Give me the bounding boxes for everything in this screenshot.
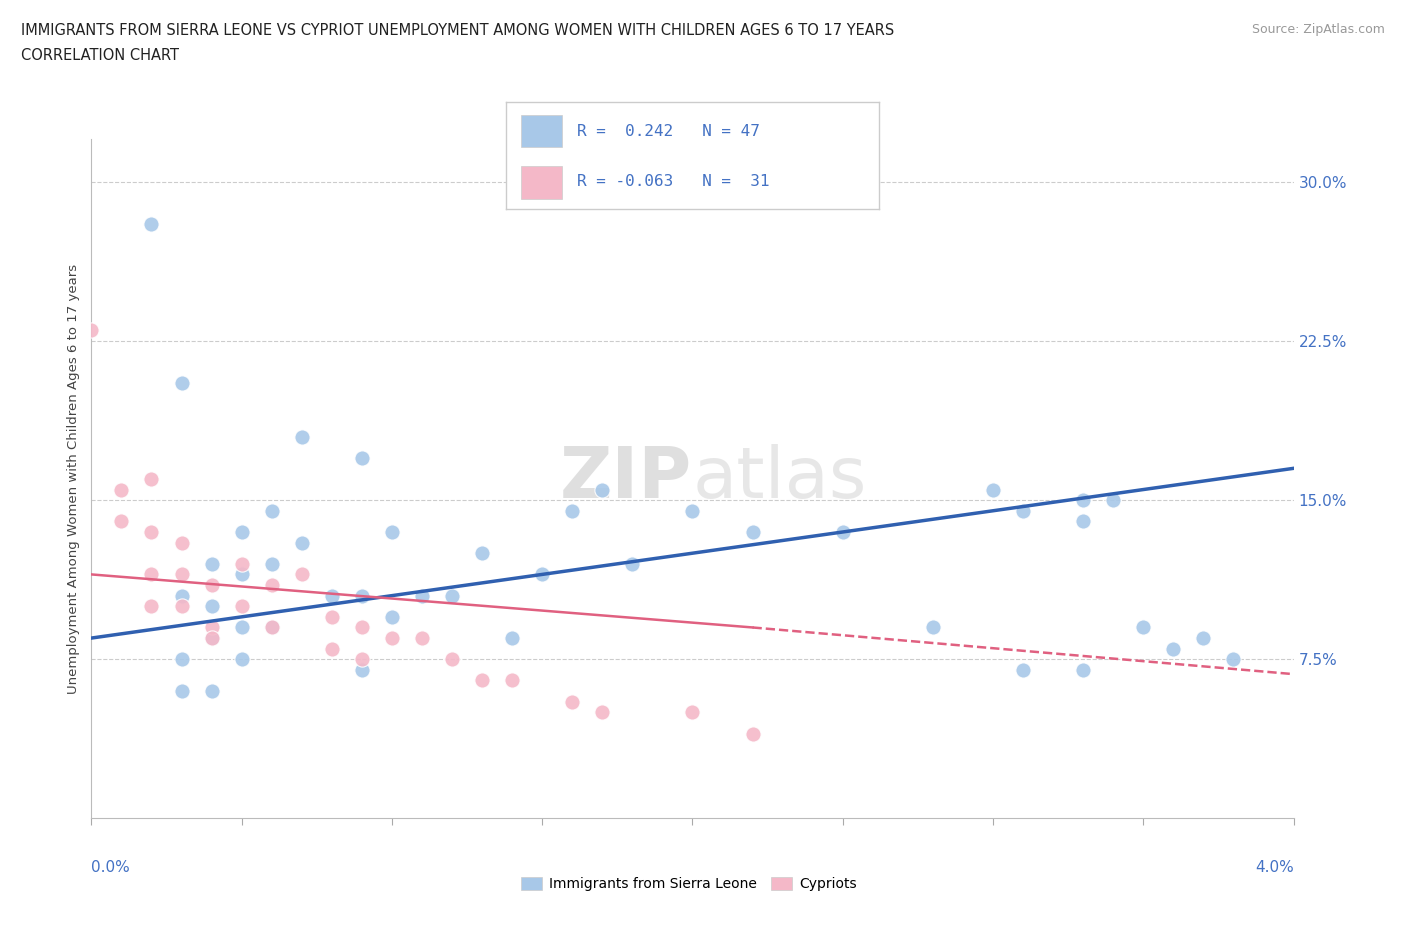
Point [591,482,613,497]
Point [381,609,404,624]
Point [531,567,554,582]
Point [321,609,343,624]
Point [350,662,373,677]
Point [260,578,283,592]
Point [170,567,193,582]
Point [141,217,163,232]
Point [231,556,253,571]
Point [231,567,253,582]
Point [981,482,1004,497]
Point [170,652,193,667]
Text: R =  0.242   N = 47: R = 0.242 N = 47 [576,125,759,140]
Point [260,620,283,635]
Text: 0.0%: 0.0% [91,860,131,875]
Text: IMMIGRANTS FROM SIERRA LEONE VS CYPRIOT UNEMPLOYMENT AMONG WOMEN WITH CHILDREN A: IMMIGRANTS FROM SIERRA LEONE VS CYPRIOT … [21,23,894,38]
Point [141,567,163,582]
Point [260,620,283,635]
Point [741,525,763,539]
Point [501,673,523,688]
Point [321,588,343,603]
Text: atlas: atlas [692,445,868,513]
Text: ZIP: ZIP [560,445,692,513]
Point [231,599,253,614]
Point [621,556,644,571]
Bar [522,115,562,147]
Point [201,578,224,592]
Point [591,705,613,720]
Point [141,525,163,539]
Point [231,525,253,539]
Point [922,620,945,635]
Point [741,726,763,741]
Point [831,525,853,539]
Point [170,684,193,698]
Point [170,535,193,550]
Point [350,450,373,465]
Point [501,631,523,645]
Point [231,652,253,667]
Point [1012,503,1035,518]
Point [411,631,433,645]
Legend: Immigrants from Sierra Leone, Cypriots: Immigrants from Sierra Leone, Cypriots [516,872,862,897]
Point [201,599,224,614]
Point [231,620,253,635]
Point [350,620,373,635]
Point [110,514,132,529]
Point [440,588,463,603]
Point [381,525,404,539]
Point [440,652,463,667]
Point [170,376,193,391]
Point [681,503,703,518]
Point [201,631,224,645]
Point [141,472,163,486]
Y-axis label: Unemployment Among Women with Children Ages 6 to 17 years: Unemployment Among Women with Children A… [67,264,80,694]
Point [291,429,314,444]
Point [110,482,132,497]
Text: CORRELATION CHART: CORRELATION CHART [21,48,179,63]
Point [201,556,224,571]
Bar [522,166,562,199]
Point [1071,662,1094,677]
Point [1102,493,1125,508]
Point [80,323,103,338]
Point [201,684,224,698]
Point [471,673,494,688]
Point [201,620,224,635]
Text: Source: ZipAtlas.com: Source: ZipAtlas.com [1251,23,1385,36]
Point [170,599,193,614]
Point [291,535,314,550]
Point [1161,642,1184,657]
Point [350,588,373,603]
Point [141,599,163,614]
Point [291,567,314,582]
Point [411,588,433,603]
Point [561,503,583,518]
Point [170,588,193,603]
Point [260,503,283,518]
Point [350,652,373,667]
Point [1071,493,1094,508]
Point [1192,631,1215,645]
Point [201,631,224,645]
Point [681,705,703,720]
Point [471,546,494,561]
Point [561,695,583,710]
Point [260,556,283,571]
Text: 4.0%: 4.0% [1254,860,1294,875]
Point [1222,652,1244,667]
Text: R = -0.063   N =  31: R = -0.063 N = 31 [576,175,769,190]
Point [1132,620,1154,635]
Point [321,642,343,657]
Point [381,631,404,645]
Point [1071,514,1094,529]
Point [1012,662,1035,677]
